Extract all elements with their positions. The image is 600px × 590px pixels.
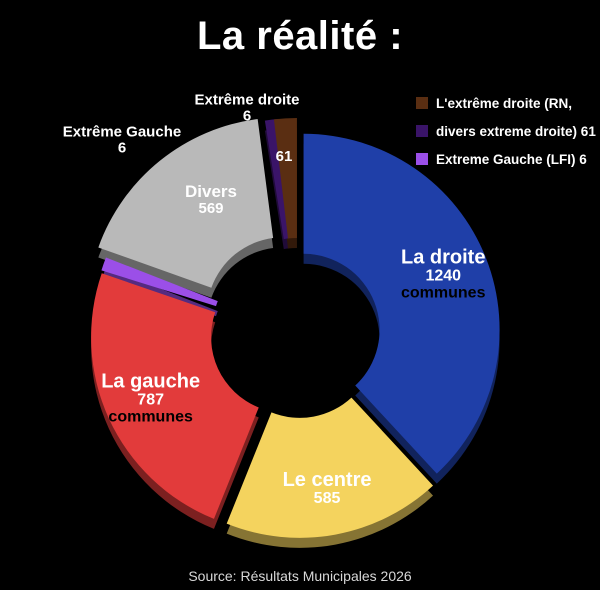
source-note: Source: Résultats Municipales 2026: [188, 568, 412, 584]
slice-value-61: [273, 118, 297, 239]
legend-swatch-rn: [416, 97, 428, 109]
slice-label-la-gauche: La gauche 787 communes: [101, 372, 200, 427]
slice-label-divers: Divers 569: [185, 183, 237, 217]
slice-name: La droite: [401, 246, 486, 269]
slice-label-extrême-gauche: Extrême Gauche 6: [63, 124, 181, 156]
slice-name: La gauche: [101, 371, 201, 394]
slice-value: 6: [117, 139, 127, 156]
slice-unit: communes: [401, 284, 486, 302]
legend-item-lfi: Extreme Gauche (LFI) 6: [416, 145, 596, 173]
slice-label-value-61: 61: [276, 149, 293, 165]
slice-unit: communes: [108, 408, 193, 426]
legend-swatch-divers-ed: [416, 125, 428, 137]
legend-swatch-lfi: [416, 153, 428, 165]
legend-text-lfi: Extreme Gauche (LFI) 6: [436, 151, 587, 167]
legend: L'extrême droite (RN, divers extreme dro…: [416, 89, 596, 173]
chart-title: La réalité :: [196, 14, 404, 58]
legend-text-divers-ed: divers extreme droite) 61: [436, 123, 596, 139]
legend-text-rn: L'extrême droite (RN,: [436, 95, 572, 111]
legend-item-divers-ed: divers extreme droite) 61: [416, 117, 596, 145]
slice-extrême-gauche: [101, 257, 218, 307]
slice-name: Le centre: [282, 469, 372, 492]
slice-extrême-droite: [264, 118, 290, 240]
slice-name: Extrême droite: [194, 91, 300, 109]
slice-value: 61: [275, 148, 293, 166]
legend-item-rn: L'extrême droite (RN,: [416, 89, 596, 117]
slice-la-gauche: [91, 273, 259, 519]
slice-name: Divers: [185, 182, 237, 202]
slice-la-droite: [303, 133, 500, 474]
slice-value: 569: [198, 200, 224, 218]
slice-divers: [98, 118, 274, 288]
slice-le-centre: [226, 397, 434, 538]
slice-value: 585: [313, 490, 341, 508]
slice-name: Extrême Gauche: [62, 123, 182, 141]
slice-value: 1240: [425, 267, 462, 285]
slice-value: 787: [137, 392, 165, 410]
slice-label-la-droite: La droite 1240 communes: [401, 246, 486, 303]
slice-label-le-centre: Le centre 585: [283, 470, 372, 508]
slice-value: 6: [242, 107, 252, 124]
slice-label-extrême-droite: Extrême droite 6: [194, 92, 299, 124]
